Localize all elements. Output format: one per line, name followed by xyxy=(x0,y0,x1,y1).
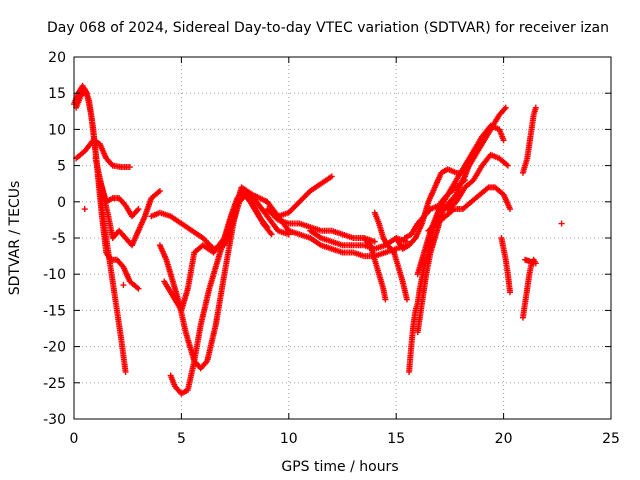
series-trace-5 xyxy=(96,177,142,220)
y-axis-label: SDTVAR / TECUs xyxy=(7,181,23,296)
x-tick-label: 0 xyxy=(70,431,79,447)
y-tick-label: -5 xyxy=(52,231,66,247)
y-tick-label: -10 xyxy=(43,267,66,283)
x-tick-label: 10 xyxy=(280,431,298,447)
series-trace-9 xyxy=(161,184,292,314)
chart-title: Day 068 of 2024, Sidereal Day-to-day VTE… xyxy=(47,20,609,36)
series-trace-10 xyxy=(275,173,335,220)
x-tick-label: 5 xyxy=(177,431,186,447)
y-tick-label: -25 xyxy=(43,376,66,392)
data-layer xyxy=(71,82,565,397)
y-tick-label: -20 xyxy=(43,340,66,356)
x-axis-label: GPS time / hours xyxy=(281,459,398,475)
y-tick-label: -30 xyxy=(43,412,66,428)
series-trace-17 xyxy=(414,155,475,336)
series-trace-22 xyxy=(498,235,514,296)
x-tick-label: 20 xyxy=(495,431,513,447)
series-trace-1 xyxy=(71,82,129,375)
x-tick-label: 25 xyxy=(602,431,620,447)
series-trace-14 xyxy=(360,235,389,303)
grid-layer xyxy=(74,57,611,419)
y-tick-label: 5 xyxy=(57,159,66,175)
y-tick-label: 0 xyxy=(57,195,66,211)
series-trace-23 xyxy=(519,104,539,176)
y-tick-label: -15 xyxy=(43,303,66,319)
y-tick-label: 10 xyxy=(48,122,66,138)
series-trace-15 xyxy=(371,209,410,303)
series-trace-21 xyxy=(414,122,507,278)
series-trace-25 xyxy=(522,256,537,267)
y-tick-label: 15 xyxy=(48,86,66,102)
y-tick-label: 20 xyxy=(48,50,66,66)
axis-ticks: 0 5 10 15 20 25 -30 -25 -20 -15 -10 -5 0 5 10 15 20 xyxy=(43,50,620,447)
series-trace-3 xyxy=(73,137,133,171)
series-trace-26 xyxy=(81,206,565,289)
x-tick-label: 15 xyxy=(387,431,405,447)
series-trace-24 xyxy=(519,256,539,321)
